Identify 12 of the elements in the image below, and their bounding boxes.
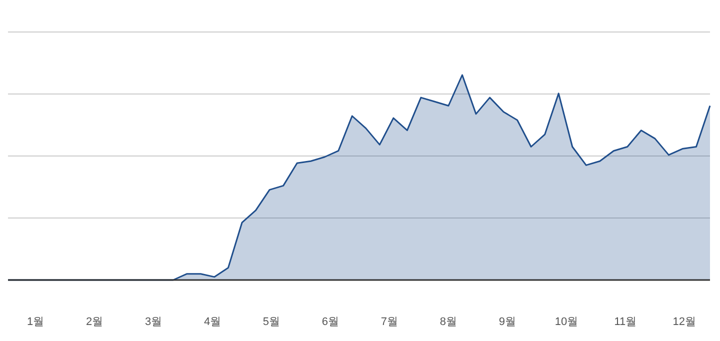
x-tick-label: 9월 bbox=[498, 316, 516, 328]
x-tick-label: 1월 bbox=[26, 316, 44, 328]
x-tick-label: 4월 bbox=[204, 316, 222, 328]
x-tick-label: 11월 bbox=[614, 316, 637, 328]
x-tick-label: 10월 bbox=[554, 316, 578, 328]
x-tick-label: 3월 bbox=[144, 316, 162, 328]
x-tick-label: 7월 bbox=[380, 316, 398, 328]
x-tick-label: 5월 bbox=[262, 316, 280, 328]
x-tick-label: 8월 bbox=[440, 316, 458, 328]
x-tick-label: 2월 bbox=[86, 316, 104, 328]
x-tick-label: 12월 bbox=[672, 316, 696, 328]
x-tick-label: 6월 bbox=[322, 316, 340, 328]
